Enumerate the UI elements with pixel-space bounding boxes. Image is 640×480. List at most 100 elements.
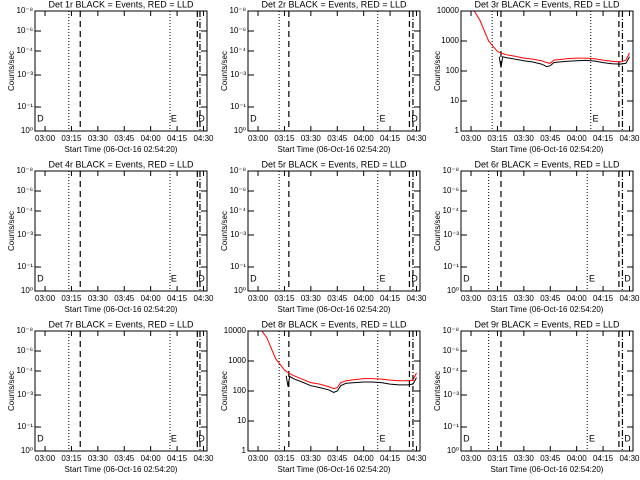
x-tick-label: 04:15 bbox=[167, 294, 188, 303]
y-tick-label: 10⁻⁸ bbox=[17, 166, 34, 175]
x-tick-label: 03:15 bbox=[274, 294, 295, 303]
x-tick-label: 03:00 bbox=[35, 454, 56, 463]
y-tick-label: 10⁻⁶ bbox=[17, 346, 33, 355]
annotation: D bbox=[198, 433, 205, 443]
x-tick-label: 03:30 bbox=[301, 134, 322, 143]
x-tick-label: 04:00 bbox=[567, 134, 588, 143]
x-tick-label: 04:00 bbox=[141, 294, 162, 303]
y-tick-label: 10 bbox=[237, 416, 246, 425]
y-tick-label: 1 bbox=[242, 446, 247, 455]
y-tick-label: 10⁻⁸ bbox=[17, 326, 34, 335]
panel: Det 5r BLACK = Events, RED = LLD Counts/s… bbox=[220, 159, 427, 314]
x-tick-label: 04:15 bbox=[380, 454, 401, 463]
annotation: E bbox=[171, 113, 177, 123]
y-axis-label: Counts/sec bbox=[220, 51, 229, 91]
x-tick-label: 03:30 bbox=[301, 454, 322, 463]
x-tick-label: 04:15 bbox=[167, 134, 188, 143]
panel-title: Det 5r BLACK = Events, RED = LLD bbox=[261, 159, 407, 169]
y-tick-label: 10⁻⁶ bbox=[443, 346, 459, 355]
y-tick-label: 10⁻⁸ bbox=[443, 166, 460, 175]
x-tick-label: 04:00 bbox=[354, 454, 375, 463]
y-tick-label: 10000 bbox=[224, 326, 247, 335]
y-tick-label: 10⁻⁸ bbox=[230, 6, 247, 15]
y-tick-label: 10⁻⁴ bbox=[442, 366, 459, 375]
panel: Det 6r BLACK = Events, RED = LLD Counts/s… bbox=[433, 159, 640, 314]
y-axis-label: Counts/sec bbox=[220, 371, 229, 411]
plot-frame bbox=[460, 10, 634, 132]
y-axis-label: Counts/sec bbox=[433, 51, 442, 91]
x-tick-label: 03:30 bbox=[88, 454, 109, 463]
x-tick-label: 04:30 bbox=[619, 134, 640, 143]
panel-title: Det 1r BLACK = Events, RED = LLD bbox=[48, 0, 194, 9]
x-tick-label: 03:45 bbox=[540, 294, 561, 303]
x-tick-label: 04:15 bbox=[380, 294, 401, 303]
x-tick-label: 04:15 bbox=[167, 454, 188, 463]
annotation: E bbox=[589, 273, 595, 283]
panel-title: Det 8r BLACK = Events, RED = LLD bbox=[261, 319, 407, 329]
x-axis-label: Start Time (06-Oct-16 02:54:20) bbox=[65, 145, 178, 154]
panel-title: Det 9r BLACK = Events, RED = LLD bbox=[474, 319, 620, 329]
x-tick-label: 04:30 bbox=[406, 294, 427, 303]
y-tick-label: 10⁻³ bbox=[17, 230, 33, 239]
y-tick-label: 10⁰ bbox=[21, 446, 33, 455]
y-tick-label: 10⁻⁶ bbox=[17, 26, 33, 35]
annotation: D bbox=[37, 273, 44, 283]
y-tick-label: 10⁻⁸ bbox=[230, 166, 247, 175]
x-tick-label: 03:45 bbox=[327, 294, 348, 303]
panel-title: Det 2r BLACK = Events, RED = LLD bbox=[261, 0, 407, 9]
x-axis-label: Start Time (06-Oct-16 02:54:20) bbox=[278, 305, 391, 314]
plot-frame bbox=[247, 10, 421, 132]
y-tick-label: 10 bbox=[450, 96, 459, 105]
y-tick-label: 10⁻¹ bbox=[230, 262, 246, 271]
y-tick-label: 10⁻⁶ bbox=[17, 186, 33, 195]
annotation: E bbox=[171, 273, 177, 283]
y-tick-label: 10⁻¹ bbox=[17, 262, 33, 271]
y-tick-label: 10⁻¹ bbox=[443, 422, 459, 431]
panel: Det 3r BLACK = Events, RED = LLD Counts/s… bbox=[433, 0, 640, 154]
annotation: D bbox=[37, 433, 44, 443]
x-tick-label: 03:15 bbox=[61, 454, 82, 463]
x-tick-label: 04:30 bbox=[619, 454, 640, 463]
annotation: D bbox=[411, 273, 418, 283]
x-tick-label: 03:00 bbox=[461, 454, 482, 463]
x-tick-label: 03:00 bbox=[248, 294, 269, 303]
y-tick-label: 10⁻¹ bbox=[17, 102, 33, 111]
x-tick-label: 04:00 bbox=[141, 454, 162, 463]
annotation: E bbox=[589, 433, 595, 443]
y-tick-label: 10⁻⁴ bbox=[229, 206, 246, 215]
x-tick-label: 04:30 bbox=[193, 454, 214, 463]
y-axis-label: Counts/sec bbox=[7, 211, 16, 251]
x-tick-label: 03:30 bbox=[514, 454, 535, 463]
x-tick-label: 03:15 bbox=[487, 454, 508, 463]
y-tick-label: 10⁻⁶ bbox=[230, 186, 246, 195]
y-tick-label: 10⁻⁸ bbox=[17, 6, 34, 15]
annotation: E bbox=[593, 113, 599, 123]
x-tick-label: 04:30 bbox=[193, 134, 214, 143]
series-line bbox=[498, 56, 630, 68]
y-tick-label: 10000 bbox=[437, 6, 460, 15]
panel-title: Det 3r BLACK = Events, RED = LLD bbox=[474, 0, 620, 9]
y-tick-label: 100 bbox=[446, 66, 460, 75]
x-tick-label: 03:30 bbox=[514, 294, 535, 303]
y-tick-label: 10⁻³ bbox=[443, 390, 459, 399]
y-tick-label: 10⁻⁴ bbox=[229, 46, 246, 55]
x-tick-label: 03:15 bbox=[487, 294, 508, 303]
x-tick-label: 03:15 bbox=[487, 134, 508, 143]
y-tick-label: 10⁻⁴ bbox=[16, 206, 33, 215]
x-tick-label: 03:45 bbox=[540, 134, 561, 143]
y-tick-label: 10⁻³ bbox=[230, 70, 246, 79]
x-tick-label: 03:30 bbox=[88, 134, 109, 143]
y-tick-label: 10⁻⁴ bbox=[16, 46, 33, 55]
y-tick-label: 10⁰ bbox=[447, 286, 459, 295]
x-tick-label: 03:45 bbox=[114, 454, 135, 463]
x-tick-label: 04:00 bbox=[354, 134, 375, 143]
y-tick-label: 10⁰ bbox=[21, 126, 33, 135]
annotation: D bbox=[463, 273, 470, 283]
annotation: D bbox=[198, 113, 205, 123]
x-tick-label: 04:00 bbox=[354, 294, 375, 303]
y-tick-label: 10⁰ bbox=[21, 286, 33, 295]
x-tick-label: 03:30 bbox=[514, 134, 535, 143]
x-tick-label: 04:15 bbox=[593, 454, 614, 463]
x-tick-label: 03:45 bbox=[114, 294, 135, 303]
